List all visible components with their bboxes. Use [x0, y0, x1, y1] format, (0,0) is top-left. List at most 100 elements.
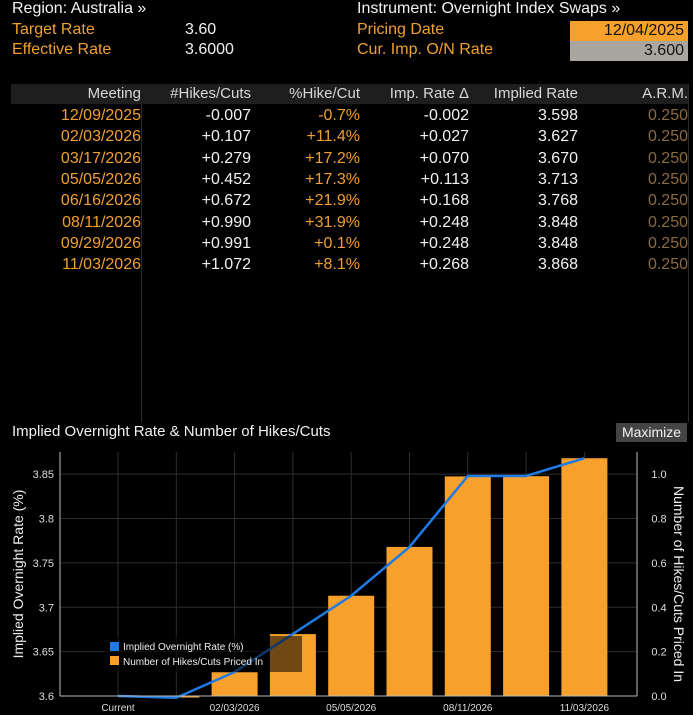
meetings-table: Meeting #Hikes/Cuts %Hike/Cut Imp. Rate …	[11, 84, 689, 422]
meeting-cell: 03/17/2026	[60, 149, 141, 167]
pct-cell: +21.9%	[305, 192, 360, 210]
table-row[interactable]: 08/11/2026 +0.990 +31.9% +0.248 3.848 0.250	[11, 212, 688, 233]
region-selector[interactable]: Region: Australia »	[12, 0, 147, 17]
pct-cell: +8.1%	[314, 256, 360, 274]
table-header: Meeting #Hikes/Cuts %Hike/Cut Imp. Rate …	[11, 84, 688, 104]
meeting-cell: 09/29/2026	[60, 234, 141, 252]
legend-label-bar: Number of Hikes/Cuts Priced In	[123, 657, 263, 668]
arm-cell: 0.250	[647, 107, 688, 124]
right-tick-label: 0.2	[651, 647, 666, 659]
implied-rate-line[interactable]	[117, 457, 585, 700]
hikes-cell: -0.007	[205, 107, 251, 124]
pricing-date-input[interactable]: 12/04/2025	[570, 21, 688, 41]
implied-rate-cell: 3.768	[537, 192, 578, 210]
left-tick-label: 3.6	[39, 691, 54, 703]
cur-imp-rate-label: Cur. Imp. O/N Rate	[357, 41, 494, 58]
right-tick-label: 0.4	[651, 602, 666, 614]
arm-cell: 0.250	[647, 256, 688, 274]
table-row[interactable]: 03/17/2026 +0.279 +17.2% +0.070 3.670 0.250	[11, 148, 688, 169]
meeting-cell: 08/11/2026	[62, 213, 141, 231]
pricing-date-label: Pricing Date	[357, 21, 445, 38]
meeting-cell: 06/16/2026	[60, 192, 141, 210]
pct-cell: +17.2%	[305, 149, 360, 167]
x-tick-label: 05/05/2026	[326, 703, 376, 714]
table-row[interactable]: 05/05/2026 +0.452 +17.3% +0.113 3.713 0.250	[11, 169, 688, 190]
delta-cell: +0.113	[420, 170, 469, 188]
legend-swatch-bar	[110, 656, 119, 665]
arm-cell: 0.250	[647, 128, 688, 146]
target-rate-label: Target Rate	[12, 21, 95, 38]
x-tick-label: 02/03/2026	[210, 703, 260, 714]
col-imp-rate-delta[interactable]: Imp. Rate Δ	[389, 85, 469, 102]
delta-cell: +0.248	[419, 213, 469, 231]
hikes-bar[interactable]	[503, 476, 550, 696]
meeting-cell: 05/05/2026	[60, 170, 141, 188]
meeting-cell: 12/09/2025	[60, 107, 141, 124]
hikes-bar[interactable]	[444, 476, 491, 696]
meeting-cell: 11/03/2026	[62, 256, 141, 274]
hikes-cell: +0.279	[201, 149, 251, 167]
hikes-cell: +1.072	[201, 256, 251, 274]
x-tick-label: 11/03/2026	[560, 703, 610, 714]
hikes-bar[interactable]	[328, 595, 375, 696]
hikes-bar[interactable]	[386, 546, 433, 696]
hikes-bar[interactable]	[211, 672, 258, 696]
legend-label-line: Implied Overnight Rate (%)	[123, 642, 244, 653]
arm-cell: 0.250	[647, 149, 688, 167]
left-tick-label: 3.7	[39, 602, 54, 614]
right-axis-title: Number of Hikes/Cuts Priced In	[671, 486, 687, 682]
delta-cell: +0.168	[419, 192, 469, 210]
rate-hikes-chart: 3.6 3.65 3.7 3.75 3.8 3.85 0.0 0.2 0.4 0.6 0.8 1.0 C…	[10, 452, 687, 714]
chart-title: Implied Overnight Rate & Number of Hikes…	[12, 423, 331, 440]
pct-cell: +17.3%	[305, 170, 360, 188]
table-row[interactable]: 09/29/2026 +0.991 +0.1% +0.248 3.848 0.250	[11, 233, 688, 254]
left-tick-label: 3.65	[33, 647, 54, 659]
x-tick-label: Current	[101, 703, 135, 714]
right-tick-label: 0.8	[651, 514, 666, 526]
table-row[interactable]: 12/09/2025 -0.007 -0.7% -0.002 3.598 0.250	[11, 105, 688, 126]
delta-cell: +0.027	[419, 128, 469, 146]
right-tick-label: 0.0	[651, 691, 666, 703]
left-tick-label: 3.85	[33, 469, 54, 481]
table-row[interactable]: 06/16/2026 +0.672 +21.9% +0.168 3.768 0.250	[11, 190, 688, 211]
right-tick-label: 1.0	[651, 469, 666, 481]
arm-cell: 0.250	[647, 170, 688, 188]
col-meeting[interactable]: Meeting	[87, 85, 141, 102]
delta-cell: +0.268	[419, 256, 469, 274]
arm-cell: 0.250	[647, 213, 688, 231]
meeting-cell: 02/03/2026	[60, 128, 141, 146]
implied-rate-cell: 3.713	[537, 170, 578, 188]
legend-swatch-line	[110, 642, 119, 651]
hikes-cell: +0.107	[201, 128, 251, 146]
hikes-bar[interactable]	[561, 458, 608, 696]
effective-rate-label: Effective Rate	[12, 41, 112, 58]
instrument-selector[interactable]: Instrument: Overnight Index Swaps »	[357, 0, 621, 17]
implied-rate-cell: 3.868	[537, 256, 578, 274]
implied-rate-cell: 3.848	[537, 234, 578, 252]
pct-cell: +31.9%	[305, 213, 360, 231]
table-row[interactable]: 02/03/2026 +0.107 +11.4% +0.027 3.627 0.250	[11, 126, 688, 147]
cur-imp-rate-value: 3.600	[570, 41, 688, 61]
legend-box	[104, 636, 302, 672]
hikes-cell: +0.990	[201, 213, 251, 231]
target-rate-value: 3.60	[185, 21, 217, 38]
col-implied-rate[interactable]: Implied Rate	[493, 85, 578, 102]
pct-cell: +11.4%	[306, 128, 360, 146]
column-divider	[141, 104, 142, 422]
delta-cell: -0.002	[423, 107, 469, 124]
col-arm[interactable]: A.R.M.	[642, 85, 688, 102]
table-row[interactable]: 11/03/2026 +1.072 +8.1% +0.268 3.868 0.250	[11, 254, 688, 275]
col-hikes-cuts[interactable]: #Hikes/Cuts	[170, 85, 251, 102]
left-axis-title: Implied Overnight Rate (%)	[10, 490, 26, 659]
left-tick-label: 3.75	[33, 558, 54, 570]
hikes-cell: +0.672	[201, 192, 251, 210]
pct-cell: +0.1%	[314, 234, 360, 252]
implied-rate-cell: 3.627	[537, 128, 578, 146]
implied-rate-cell: 3.598	[537, 107, 578, 124]
maximize-button[interactable]: Maximize	[616, 423, 687, 442]
col-pct-hike-cut[interactable]: %Hike/Cut	[289, 85, 360, 102]
pct-cell: -0.7%	[318, 107, 360, 124]
x-tick-label: 08/11/2026	[443, 703, 493, 714]
arm-cell: 0.250	[647, 234, 688, 252]
right-tick-label: 0.6	[651, 558, 666, 570]
